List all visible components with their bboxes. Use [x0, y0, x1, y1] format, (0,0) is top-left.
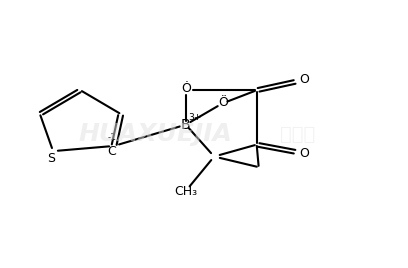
- Text: CH₃: CH₃: [174, 185, 197, 198]
- Text: B: B: [181, 118, 191, 132]
- Text: O: O: [299, 147, 309, 160]
- Text: 化学加: 化学加: [279, 125, 315, 143]
- Text: C: C: [108, 145, 116, 158]
- Text: Ö: Ö: [219, 96, 228, 109]
- Text: 3+: 3+: [188, 113, 201, 121]
- Text: Ȯ: Ȯ: [181, 83, 191, 95]
- Text: O: O: [299, 73, 309, 86]
- Text: S: S: [47, 152, 55, 165]
- Text: -1: -1: [107, 133, 116, 142]
- Text: HUAXUEJIA: HUAXUEJIA: [78, 122, 232, 146]
